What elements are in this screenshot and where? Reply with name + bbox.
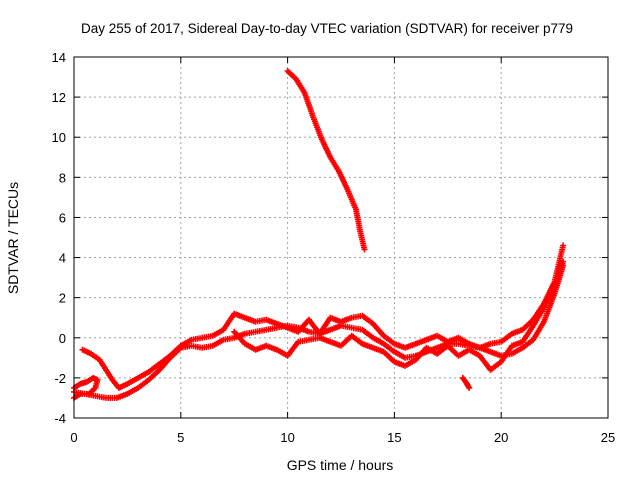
y-tick-label--2: -2 <box>54 371 66 386</box>
y-tick-label--4: -4 <box>54 411 66 426</box>
y-tick-label-6: 6 <box>59 210 66 225</box>
data-trace-6 <box>459 374 473 391</box>
x-tick-label-20: 20 <box>494 430 508 445</box>
y-tick-label-2: 2 <box>59 291 66 306</box>
x-axis-label: GPS time / hours <box>287 457 394 473</box>
data-trace-4 <box>231 258 567 373</box>
y-axis-label: SDTVAR / TECUs <box>5 182 21 294</box>
y-tick-label-12: 12 <box>52 90 66 105</box>
plot-frame <box>73 56 609 419</box>
x-tick-label-25: 25 <box>601 430 615 445</box>
y-tick-label-4: 4 <box>59 251 66 266</box>
axis-ticks <box>73 56 609 419</box>
x-tick-label-10: 10 <box>280 430 294 445</box>
x-tick-label-15: 15 <box>387 430 401 445</box>
chart-title: Day 255 of 2017, Sidereal Day-to-day VTE… <box>81 21 573 36</box>
data-trace-5 <box>284 68 368 253</box>
y-tick-labels: -4 -2 0 2 4 6 8 10 12 14 <box>52 50 66 426</box>
data-points <box>71 68 567 401</box>
x-tick-label-0: 0 <box>70 430 77 445</box>
y-tick-label-10: 10 <box>52 130 66 145</box>
x-tick-labels: 0 5 10 15 20 25 <box>70 430 615 445</box>
grid-lines <box>74 57 608 418</box>
y-tick-label-8: 8 <box>59 170 66 185</box>
y-tick-label-14: 14 <box>52 50 66 65</box>
y-tick-label-0: 0 <box>59 331 66 346</box>
x-tick-label-5: 5 <box>177 430 184 445</box>
